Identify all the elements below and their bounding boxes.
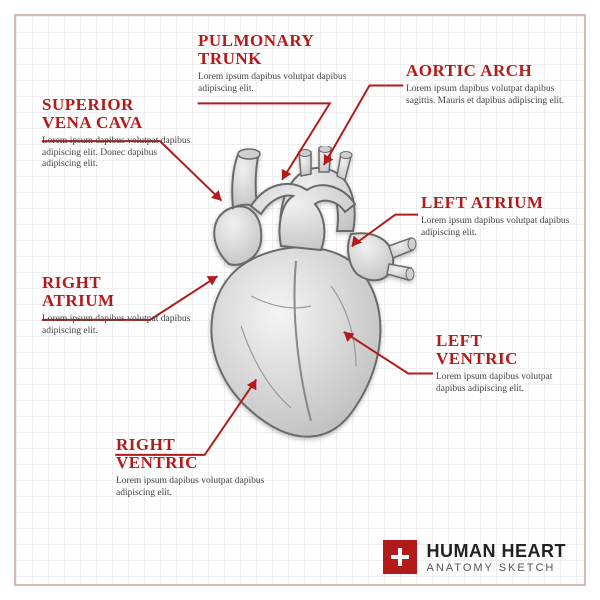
callout-title: LEFT ATRIUM [421,194,576,212]
diagram-stage: PULMONARY TRUNK Lorem ipsum dapibus volut… [16,16,584,584]
heart-illustration [181,146,421,446]
callout-title: RIGHT VENTRIC [116,436,266,472]
callout-left-atrium: LEFT ATRIUM Lorem ipsum dapibus volutpat … [421,194,576,240]
callout-desc: Lorem ipsum dapibus volutpat dapibus adi… [198,72,348,96]
callout-desc: Lorem ipsum dapibus volutpat dapibus adi… [42,314,192,338]
callout-superior-vena-cava: SUPERIOR VENA CAVA Lorem ipsum dapibus vo… [42,96,192,171]
callout-desc: Lorem ipsum dapibus volutpat dapibus adi… [436,372,576,396]
callout-desc: Lorem ipsum dapibus volutpat dapibus adi… [116,476,266,500]
callout-title: SUPERIOR VENA CAVA [42,96,192,132]
footer-title: HUMAN HEART [427,541,567,562]
callout-title: LEFT VENTRIC [436,332,576,368]
callout-aortic-arch: AORTIC ARCH Lorem ipsum dapibus volutpat … [406,62,571,108]
callout-right-ventric: RIGHT VENTRIC Lorem ipsum dapibus volutpa… [116,436,266,499]
diagram-frame: PULMONARY TRUNK Lorem ipsum dapibus volut… [14,14,586,586]
footer: HUMAN HEART ANATOMY SKETCH [383,540,567,574]
footer-subtitle: ANATOMY SKETCH [427,562,567,574]
callout-right-atrium: RIGHT ATRIUM Lorem ipsum dapibus volutpat… [42,274,192,337]
callout-desc: Lorem ipsum dapibus volutpat dapibus adi… [421,216,576,240]
callout-title: RIGHT ATRIUM [42,274,192,310]
callout-title: AORTIC ARCH [406,62,571,80]
callout-title: PULMONARY TRUNK [198,32,348,68]
callout-pulmonary-trunk: PULMONARY TRUNK Lorem ipsum dapibus volut… [198,32,348,95]
callout-desc: Lorem ipsum dapibus volutpat dapibus sag… [406,84,571,108]
callout-desc: Lorem ipsum dapibus volutpat dapibus adi… [42,136,192,172]
callout-left-ventric: LEFT VENTRIC Lorem ipsum dapibus volutpat… [436,332,576,395]
medical-cross-icon [383,540,417,574]
